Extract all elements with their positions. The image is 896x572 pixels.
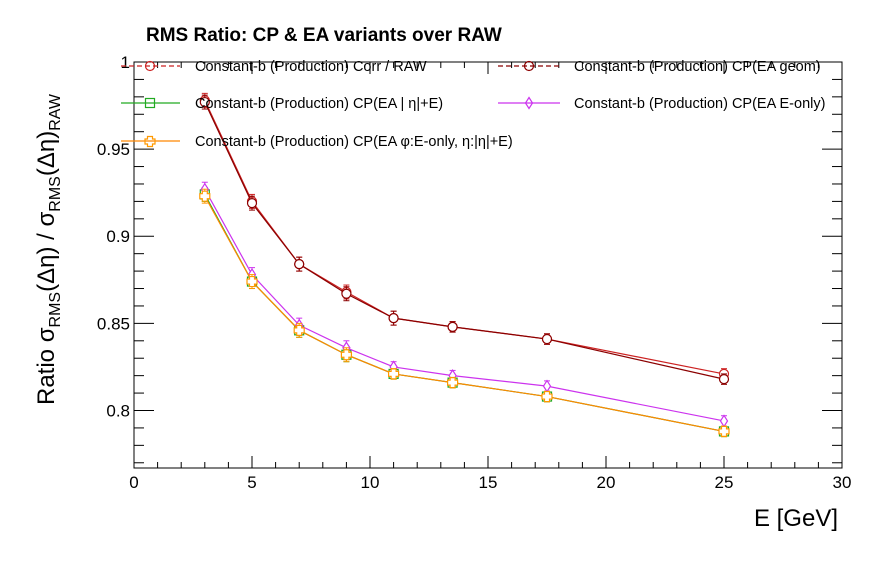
legend-marker-1: [523, 60, 535, 72]
legend-marker-0: [144, 60, 156, 72]
data-point: [388, 368, 400, 380]
data-point: [718, 374, 730, 385]
x-tick-label: 15: [479, 473, 498, 492]
data-point: [718, 425, 730, 438]
series-2: [199, 186, 730, 438]
series-1: [199, 94, 730, 385]
y-tick-label: 0.9: [106, 227, 130, 246]
x-tick-label: 30: [833, 473, 852, 492]
y-tick-label: 0.8: [106, 401, 130, 420]
series-layer: [199, 92, 730, 438]
y-axis-title-mid2: (Δη): [33, 131, 60, 176]
x-tick-label: 5: [247, 473, 256, 492]
data-point: [199, 96, 210, 108]
series-line-4: [204, 195, 725, 432]
legend-entry-4: Constant-b (Production) CP(EA φ:E-only, …: [121, 134, 513, 150]
legend-marker-3: [524, 96, 534, 110]
x-tick-label: 20: [597, 473, 616, 492]
y-axis-title-sub2: RMS: [47, 176, 64, 212]
y-axis-title-sub1: RMS: [47, 292, 64, 328]
x-tick-label: 0: [129, 473, 138, 492]
data-point: [447, 377, 459, 389]
data-point: [246, 198, 258, 209]
series-line-1: [204, 101, 725, 380]
legend-marker-4: [144, 135, 156, 148]
y-axis-title-sub3: RAW: [47, 93, 64, 131]
legend-entry-3: Constant-b (Production) CP(EA E-only): [498, 96, 825, 112]
y-axis-tick-labels: 0.8 0.85 0.9 0.95 1: [97, 53, 130, 420]
legend-marker-2: [144, 97, 156, 109]
legend-label-0: Constant-b (Production) Corr / RAW: [195, 59, 427, 75]
x-axis-tick-labels: 0 5 10 15 20 25 30: [129, 473, 851, 492]
series-line-3: [204, 188, 725, 422]
legend-label-4: Constant-b (Production) CP(EA φ:E-only, …: [195, 134, 513, 150]
y-axis-title: Ratio σRMS(Δη) / σRMS(Δη)RAW: [33, 93, 64, 405]
y-tick-label: 0.85: [97, 314, 130, 333]
y-tick-label: 0.95: [97, 140, 130, 159]
data-point: [341, 288, 352, 299]
plot-frame: [133, 61, 843, 469]
y-tick-label: 1: [121, 53, 130, 72]
data-point: [293, 324, 305, 336]
legend-entry-0: Constant-b (Production) Corr / RAW: [121, 59, 427, 75]
data-point: [719, 414, 729, 428]
x-axis-ticks: [133, 62, 843, 468]
x-axis-title: E [GeV]: [754, 505, 838, 532]
data-point: [294, 259, 305, 270]
legend-entry-2: Constant-b (Production) CP(EA | η|+E): [121, 96, 443, 112]
legend-entry-1: Constant-b (Production) CP(EA geom): [498, 59, 821, 75]
y-axis-ticks: [134, 61, 842, 464]
y-axis-title-mid: (Δη) / σ: [33, 212, 60, 292]
x-tick-label: 25: [715, 473, 734, 492]
data-point: [541, 333, 553, 345]
y-axis-title-prefix: Ratio σ: [33, 327, 60, 405]
legend-label-3: Constant-b (Production) CP(EA E-only): [574, 96, 825, 112]
legend: Constant-b (Production) Corr / RAW Const…: [121, 59, 825, 150]
series-4: [199, 188, 730, 438]
x-tick-label: 10: [361, 473, 380, 492]
chart-title: RMS Ratio: CP & EA variants over RAW: [146, 25, 502, 46]
data-point: [199, 190, 211, 202]
legend-label-1: Constant-b (Production) CP(EA geom): [574, 59, 821, 75]
data-point: [388, 313, 399, 324]
data-point: [340, 349, 352, 361]
data-point: [447, 321, 458, 332]
data-point: [246, 275, 258, 288]
series-3: [200, 181, 729, 428]
legend-label-2: Constant-b (Production) CP(EA | η|+E): [195, 96, 443, 112]
data-point: [541, 390, 553, 403]
data-point: [542, 379, 552, 393]
